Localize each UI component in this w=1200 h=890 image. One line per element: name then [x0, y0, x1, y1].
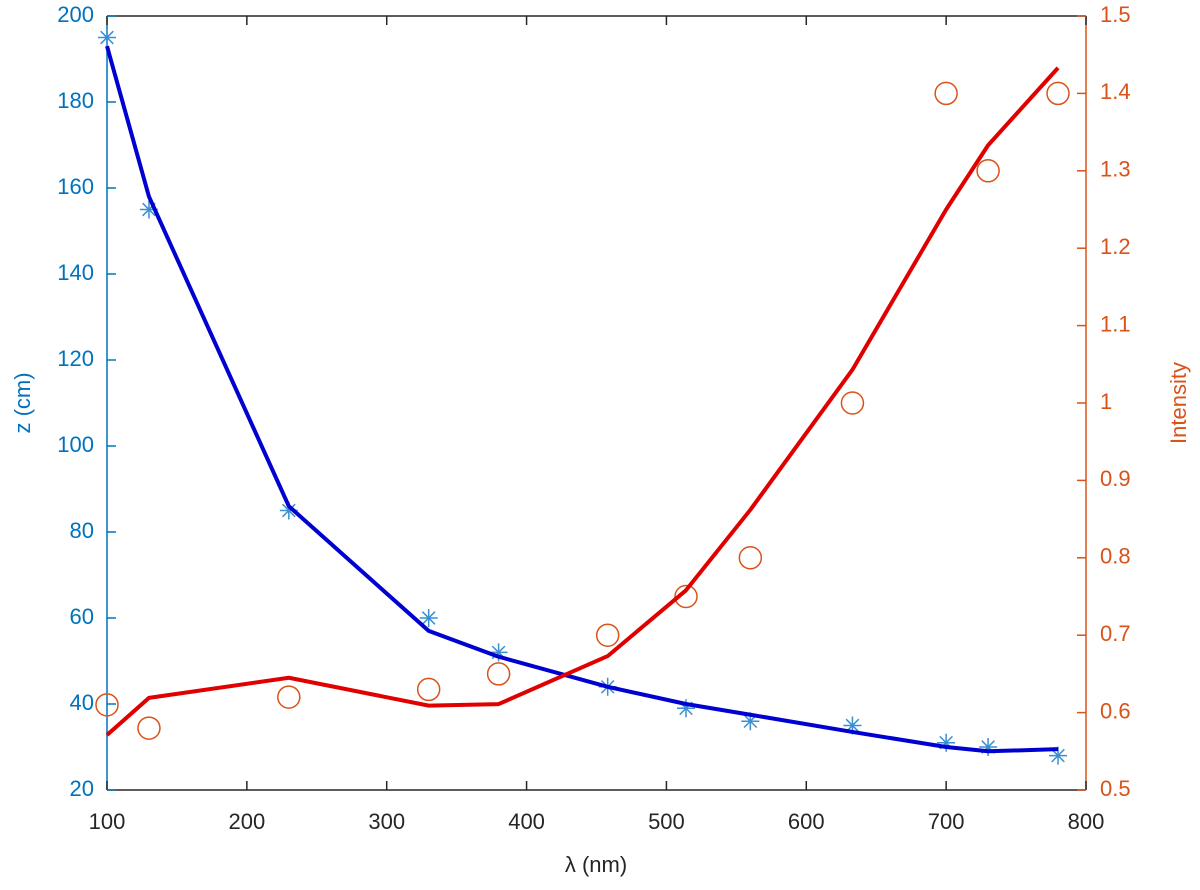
- y-tick-label: 20: [70, 776, 94, 801]
- point: [95, 693, 119, 717]
- point: [277, 685, 301, 709]
- x-tick-label: 300: [368, 809, 405, 834]
- x-axis-title: λ (nm): [565, 852, 627, 877]
- point: [98, 28, 116, 47]
- point: [137, 716, 161, 740]
- y2-tick-label: 1.3: [1100, 157, 1131, 182]
- y-tick-label: 160: [57, 174, 94, 199]
- point: [1049, 746, 1068, 765]
- y2-tick-label: 0.5: [1100, 776, 1131, 801]
- point: [979, 738, 998, 756]
- point: [1046, 81, 1070, 106]
- y-axis-title: z (cm): [10, 372, 35, 433]
- x-tick-label: 100: [89, 809, 126, 834]
- y2-tick-label: 0.9: [1100, 466, 1131, 491]
- y2-tick-label: 1: [1100, 389, 1112, 414]
- x-tick-label: 600: [788, 809, 825, 834]
- point: [937, 733, 956, 752]
- x-tick-label: 800: [1068, 809, 1105, 834]
- y-tick-label: 100: [57, 432, 94, 457]
- y-tick-label: 140: [57, 260, 94, 285]
- y2-tick-label: 0.8: [1100, 544, 1131, 569]
- x-tick-label: 400: [508, 809, 545, 834]
- y-tick-label: 120: [57, 346, 94, 371]
- y2-tick-label: 1.4: [1100, 79, 1131, 104]
- point: [139, 200, 158, 219]
- y-tick-label: 40: [70, 690, 94, 715]
- line: [105, 66, 1060, 737]
- point: [279, 501, 298, 520]
- point: [674, 584, 698, 609]
- y-tick-label: 180: [57, 88, 94, 113]
- point: [934, 81, 958, 106]
- y2-tick-label: 0.7: [1100, 621, 1131, 646]
- point: [486, 662, 511, 686]
- y-tick-label: 80: [70, 518, 94, 543]
- point: [677, 699, 696, 718]
- line: [105, 45, 1059, 754]
- point: [741, 712, 760, 731]
- point: [489, 643, 508, 662]
- point: [840, 391, 865, 415]
- point: [976, 159, 1000, 183]
- point: [738, 546, 763, 570]
- point: [843, 716, 862, 735]
- y-tick-label: 200: [57, 2, 94, 27]
- x-tick-label: 200: [228, 809, 265, 834]
- y2-tick-label: 1.5: [1100, 2, 1131, 27]
- y2-tick-label: 0.6: [1100, 698, 1131, 723]
- x-tick-label: 500: [648, 809, 685, 834]
- x-tick-label: 700: [928, 809, 965, 834]
- point: [419, 609, 438, 627]
- y2-tick-label: 1.2: [1100, 234, 1131, 259]
- point: [595, 623, 620, 647]
- y2-axis-title: Intensity: [1166, 362, 1191, 444]
- y-tick-label: 60: [70, 604, 94, 629]
- point: [416, 677, 441, 702]
- y2-tick-label: 1.1: [1100, 311, 1131, 336]
